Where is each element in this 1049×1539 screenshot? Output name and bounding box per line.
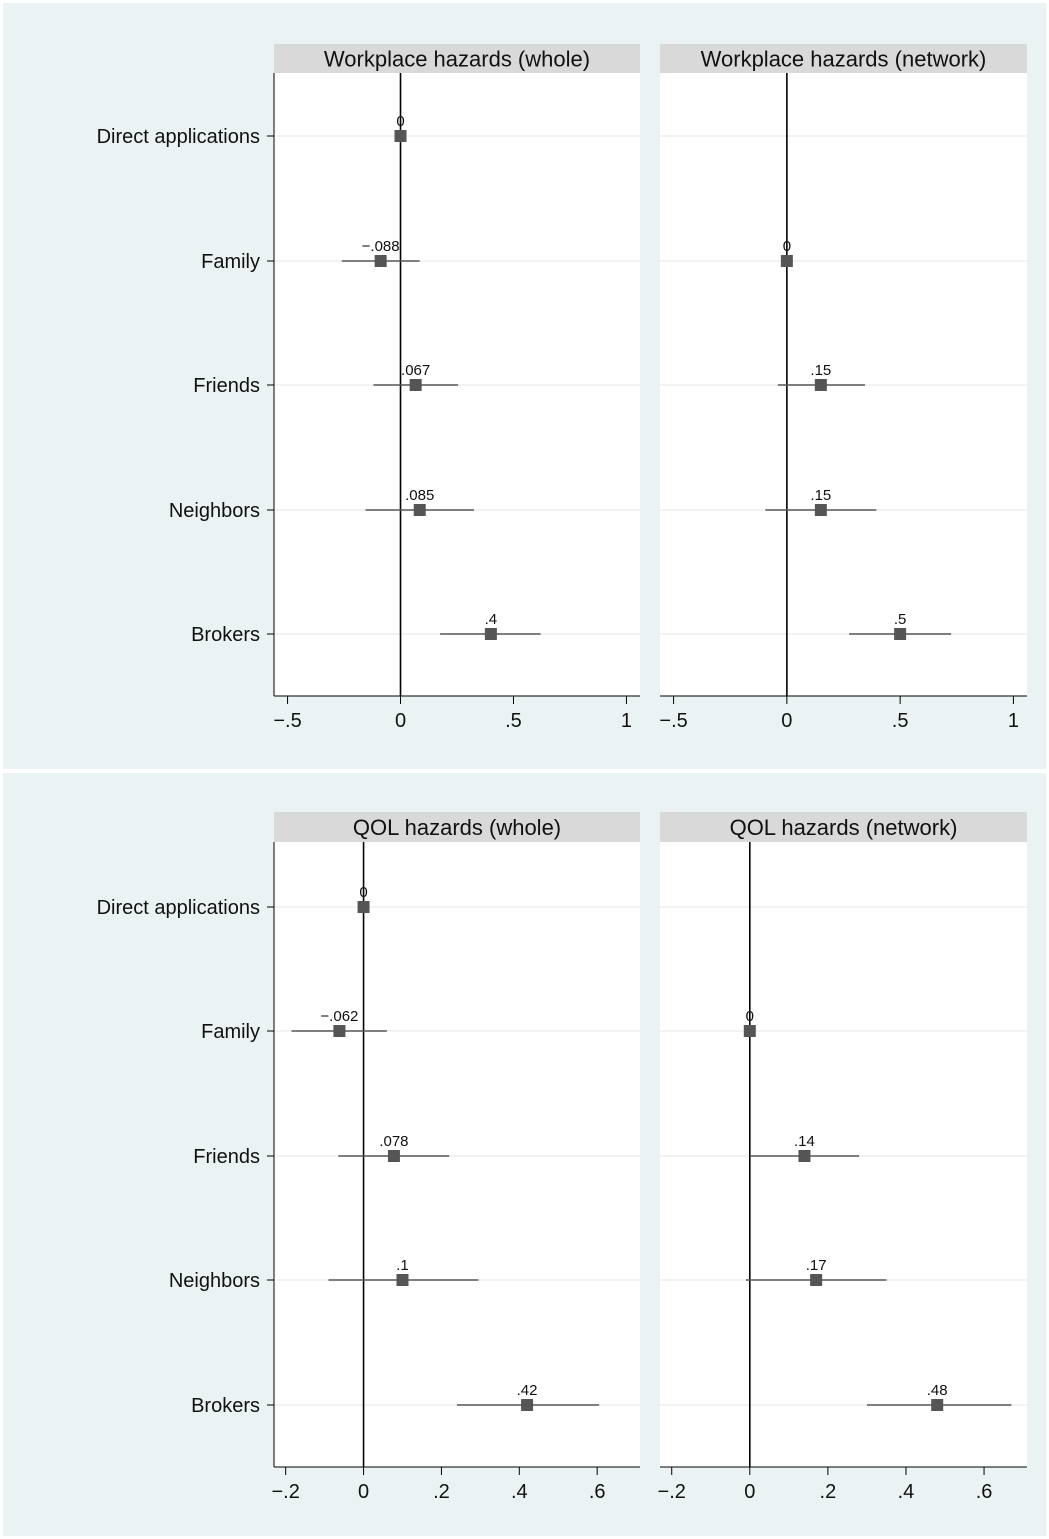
data-label: −.088	[362, 238, 400, 255]
data-label: .078	[379, 1133, 408, 1150]
x-tick-label: 1	[621, 710, 632, 732]
x-tick-label: .2	[820, 1481, 837, 1503]
x-tick-label: 0	[781, 710, 792, 732]
data-label: .085	[405, 487, 434, 504]
panel-2: Workplace hazards (network) −.5 0 .5 1 0 .15 .1…	[659, 44, 1027, 732]
panels: Workplace hazards (whole) Direct applicat…	[97, 44, 1027, 1503]
category-label: Family	[201, 1021, 260, 1043]
data-label: .4	[485, 611, 498, 628]
point-estimate-marker	[333, 1025, 346, 1037]
point-estimate-marker	[931, 1399, 944, 1411]
panel-title: QOL hazards (whole)	[353, 815, 561, 840]
point-estimate-marker	[814, 504, 827, 516]
panel-title-strip	[660, 812, 1027, 842]
x-tick-label: 0	[744, 1481, 755, 1503]
panel-title-strip	[660, 44, 1027, 73]
point-estimate-marker	[798, 1150, 811, 1162]
data-label: 0	[746, 1008, 754, 1025]
plot-area	[660, 842, 1027, 1467]
panel-title: Workplace hazards (whole)	[324, 47, 590, 72]
data-label: .14	[794, 1133, 815, 1150]
data-label: .1	[396, 1257, 409, 1274]
point-estimate-marker	[810, 1274, 823, 1286]
data-label: .5	[894, 611, 907, 628]
x-tick-label: −.5	[659, 710, 687, 732]
data-label: .15	[810, 487, 831, 504]
point-estimate-marker	[484, 628, 497, 640]
point-estimate-marker	[780, 255, 793, 267]
x-tick-label: .6	[976, 1481, 993, 1503]
data-label: .48	[927, 1382, 948, 1399]
point-estimate-marker	[894, 628, 907, 640]
point-estimate-marker	[413, 504, 426, 516]
data-label: −.062	[320, 1008, 358, 1025]
panel-3: QOL hazards (whole) Direct applications Fa…	[97, 812, 640, 1503]
x-tick-label: .5	[505, 710, 522, 732]
panel-title-strip	[274, 812, 640, 842]
category-label: Friends	[193, 1146, 260, 1168]
category-label: Friends	[193, 375, 260, 397]
data-label: 0	[359, 884, 367, 901]
panel-title-strip	[274, 44, 640, 73]
panel-4: QOL hazards (network) −.2 0 .2 .4 .6 0 .14 .17 .4…	[658, 812, 1027, 1503]
category-label: Brokers	[191, 1395, 260, 1417]
category-label: Family	[201, 251, 260, 273]
category-label: Neighbors	[169, 1270, 260, 1292]
x-tick-label: .4	[898, 1481, 915, 1503]
x-tick-label: 0	[395, 710, 406, 732]
point-estimate-marker	[743, 1025, 756, 1037]
x-tick-label: .6	[589, 1481, 606, 1503]
category-label: Brokers	[191, 624, 260, 646]
x-tick-label: −.2	[272, 1481, 300, 1503]
x-tick-label: −.5	[273, 710, 301, 732]
point-estimate-marker	[357, 901, 370, 913]
x-tick-label: .2	[433, 1481, 450, 1503]
data-label: .067	[401, 362, 430, 379]
point-estimate-marker	[521, 1399, 534, 1411]
x-tick-label: .5	[892, 710, 909, 732]
point-estimate-marker	[374, 255, 387, 267]
data-label: 0	[783, 238, 791, 255]
data-label: .42	[517, 1382, 538, 1399]
x-tick-label: 1	[1008, 710, 1019, 732]
point-estimate-marker	[409, 379, 422, 391]
panel-title: QOL hazards (network)	[730, 815, 958, 840]
data-label: .15	[810, 362, 831, 379]
plot-area	[274, 842, 640, 1467]
data-label: 0	[396, 113, 404, 130]
category-label: Direct applications	[97, 897, 260, 919]
point-estimate-marker	[396, 1274, 409, 1286]
panel-1: Workplace hazards (whole) Direct applicat…	[97, 44, 640, 732]
data-label: .17	[806, 1257, 827, 1274]
category-label: Neighbors	[169, 500, 260, 522]
panel-title: Workplace hazards (network)	[701, 47, 987, 72]
x-tick-label: −.2	[658, 1481, 686, 1503]
category-label: Direct applications	[97, 126, 260, 148]
point-estimate-marker	[394, 130, 407, 142]
x-tick-label: 0	[358, 1481, 369, 1503]
point-estimate-marker	[387, 1150, 400, 1162]
point-estimate-marker	[814, 379, 827, 391]
x-tick-label: .4	[511, 1481, 528, 1503]
